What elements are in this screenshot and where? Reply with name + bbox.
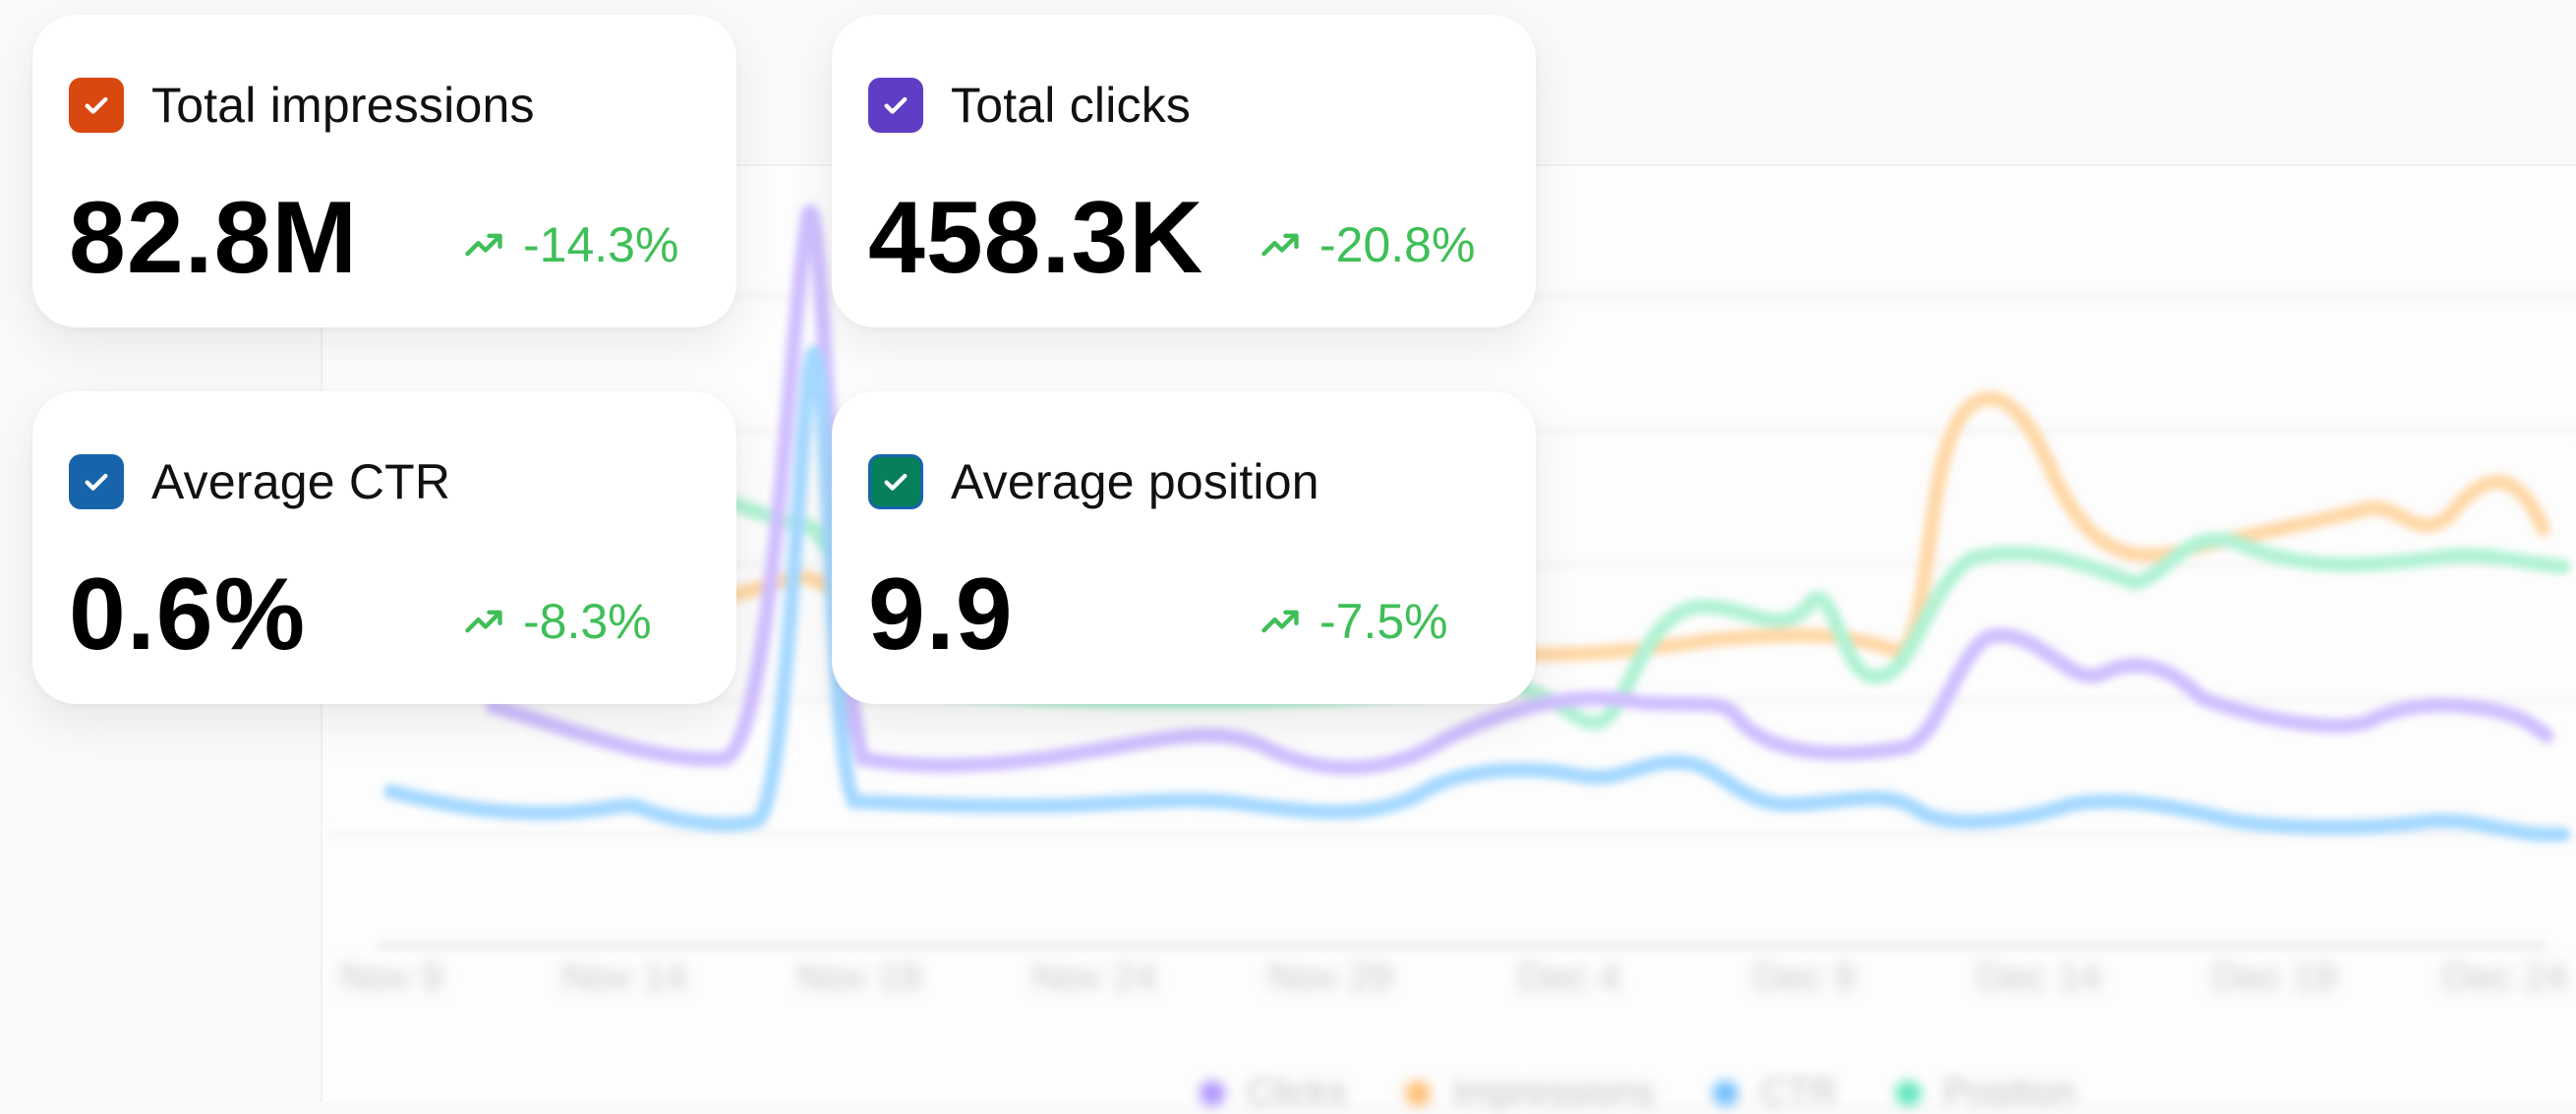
check-icon (85, 96, 108, 114)
x-tick-label: Nov 14 (561, 956, 687, 999)
x-tick-label: Nov 9 (339, 956, 443, 999)
legend-item-clicks[interactable]: Clicks (1200, 1072, 1346, 1114)
x-tick-label: Nov 24 (1031, 956, 1157, 999)
metric-value: 458.3K (868, 181, 1204, 295)
legend-dot-icon (1405, 1080, 1432, 1106)
legend-label: Clicks (1247, 1072, 1347, 1113)
metric-card-impressions[interactable]: Total impressions 82.8M -14.3% (32, 15, 736, 327)
check-icon (884, 473, 907, 491)
x-tick-label: Dec 24 (2442, 956, 2568, 999)
metric-label: Average CTR (151, 454, 451, 509)
legend-dot-icon (1896, 1080, 1922, 1106)
delta-value: -14.3% (523, 217, 679, 272)
delta-value: -7.5% (1319, 594, 1448, 649)
metric-card-clicks[interactable]: Total clicks 458.3K -20.8% (832, 15, 1536, 327)
position-checkbox[interactable] (868, 454, 923, 509)
x-tick-label: Dec 9 (1752, 956, 1856, 999)
delta-value: -20.8% (1319, 217, 1476, 272)
legend-dot-icon (1713, 1080, 1739, 1106)
metric-delta: -7.5% (1259, 593, 1448, 650)
impressions-checkbox[interactable] (69, 78, 124, 133)
delta-value: -8.3% (523, 594, 652, 649)
ctr-checkbox[interactable] (69, 454, 124, 509)
metric-value: 82.8M (69, 181, 359, 295)
clicks-checkbox[interactable] (868, 78, 923, 133)
series-clicks (485, 204, 2554, 776)
x-tick-label: Dec 4 (1517, 956, 1621, 999)
legend-item-impressions[interactable]: Impressions (1405, 1072, 1654, 1114)
x-tick-label: Nov 19 (796, 956, 922, 999)
chart-legend: Clicks Impressions CTR Position (1200, 1072, 2076, 1114)
x-tick-label: Dec 14 (1976, 956, 2102, 999)
x-axis: Nov 9 Nov 14 Nov 19 Nov 24 Nov 29 Dec 4 … (0, 956, 2576, 1005)
metric-value: 0.6% (69, 557, 307, 672)
legend-item-ctr[interactable]: CTR (1713, 1072, 1837, 1114)
legend-item-position[interactable]: Position (1896, 1072, 2076, 1114)
trending-up-icon (465, 610, 502, 633)
legend-label: Position (1943, 1072, 2077, 1113)
legend-dot-icon (1200, 1080, 1225, 1106)
trending-up-icon (1261, 233, 1299, 257)
series-ctr (383, 344, 2571, 843)
metric-delta: -14.3% (462, 216, 678, 273)
metric-label: Total impressions (151, 78, 535, 133)
check-icon (884, 96, 907, 114)
legend-label: CTR (1760, 1072, 1838, 1113)
metric-label: Average position (951, 454, 1319, 509)
x-tick-label: Dec 19 (2211, 956, 2337, 999)
metric-card-position[interactable]: Average position 9.9 -7.5% (832, 391, 1536, 704)
metric-delta: -8.3% (462, 593, 652, 650)
metric-value: 9.9 (868, 557, 1014, 672)
metric-delta: -20.8% (1259, 216, 1475, 273)
metric-label: Total clicks (951, 78, 1192, 133)
legend-label: Impressions (1452, 1072, 1655, 1113)
metric-card-ctr[interactable]: Average CTR 0.6% -8.3% (32, 391, 736, 704)
x-tick-label: Nov 29 (1267, 956, 1393, 999)
trending-up-icon (1261, 610, 1299, 633)
check-icon (85, 473, 108, 491)
trending-up-icon (465, 233, 502, 257)
